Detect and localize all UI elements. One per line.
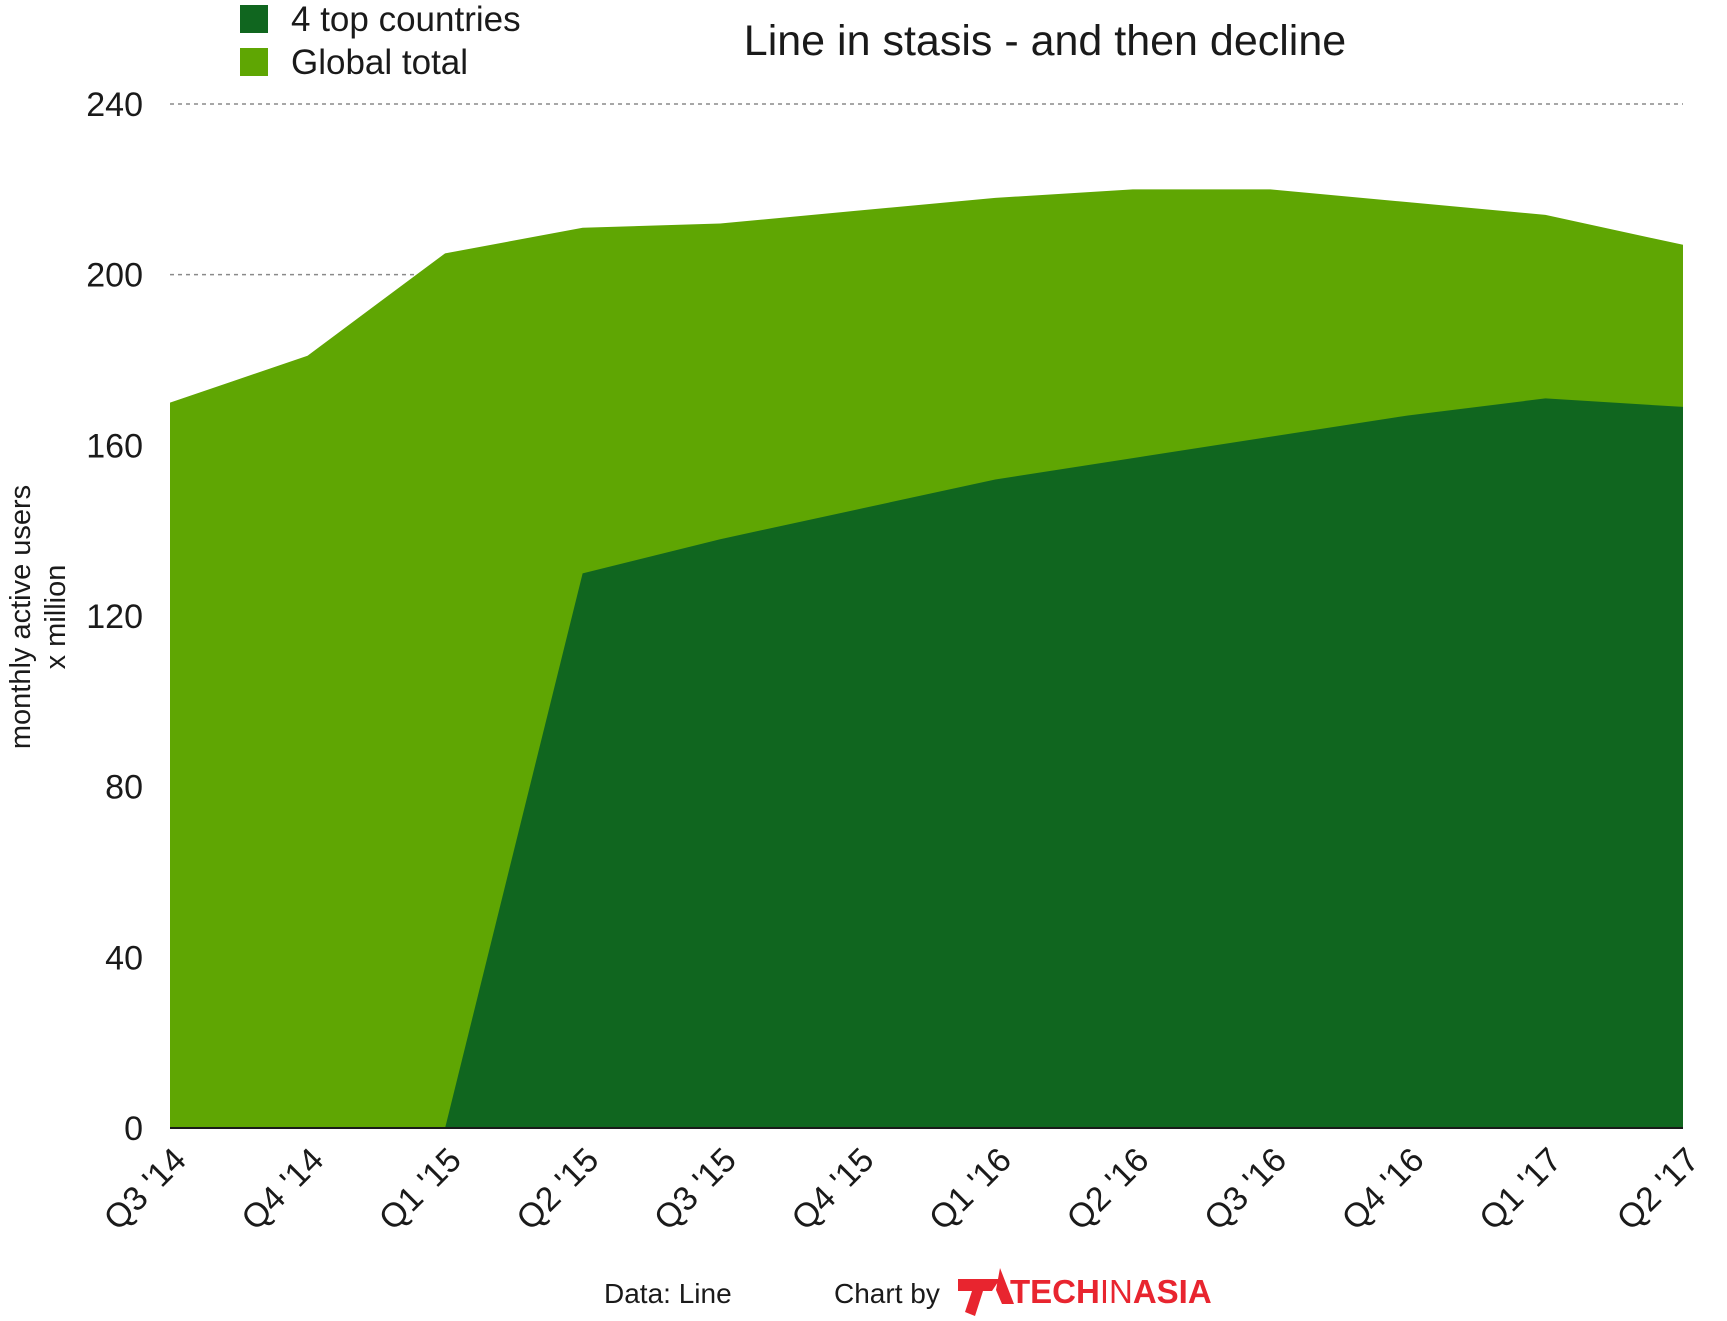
x-tick-label: Q2 '17 xyxy=(1610,1141,1707,1238)
x-tick-label: Q1 '15 xyxy=(372,1141,469,1238)
techinasia-logo: TECHINASIA xyxy=(958,1268,1212,1316)
legend-label-global-total: Global total xyxy=(291,43,468,82)
y-axis-title-line-1: monthly active users xyxy=(5,485,37,749)
x-axis-tick-labels: Q3 '14 Q4 '14 Q1 '15 Q2 '15 Q3 '15 Q4 '15 Q1 '… xyxy=(97,1141,1707,1238)
x-tick-label: Q4 '15 xyxy=(784,1141,881,1238)
chart-by-text: Chart by xyxy=(834,1278,940,1309)
y-tick-label: 200 xyxy=(86,257,143,295)
x-tick-label: Q2 '15 xyxy=(509,1141,606,1238)
y-tick-label: 0 xyxy=(124,1110,143,1148)
y-tick-label: 160 xyxy=(86,427,143,465)
brand-asia: ASIA xyxy=(1133,1273,1212,1310)
brand-in: IN xyxy=(1100,1273,1133,1310)
techinasia-wordmark: TECHINASIA xyxy=(1010,1273,1212,1310)
x-tick-label: Q3 '14 xyxy=(97,1141,194,1238)
area-4-top-countries xyxy=(170,398,1683,1128)
x-tick-label: Q2 '16 xyxy=(1060,1141,1157,1238)
legend-swatch-4-top-countries xyxy=(240,5,268,33)
y-tick-label: 80 xyxy=(105,769,143,807)
footer: Data: Line Chart by TECHINASIA xyxy=(604,1268,1212,1316)
x-tick-label: Q1 '16 xyxy=(922,1141,1019,1238)
y-axis-title-line-2: x million xyxy=(40,565,72,670)
x-tick-label: Q3 '16 xyxy=(1197,1141,1294,1238)
chart-title: Line in stasis - and then decline xyxy=(744,17,1346,65)
y-axis-tick-labels: 0 40 80 120 160 200 240 xyxy=(86,86,143,1148)
x-tick-label: Q4 '14 xyxy=(234,1141,331,1238)
legend-label-4-top-countries: 4 top countries xyxy=(291,0,521,39)
x-tick-label: Q4 '16 xyxy=(1335,1141,1432,1238)
area-series-group xyxy=(170,189,1683,1129)
y-tick-label: 120 xyxy=(86,598,143,636)
legend-swatch-global-total xyxy=(240,48,268,76)
techinasia-logo-mark xyxy=(958,1268,1014,1316)
y-tick-label: 240 xyxy=(86,86,143,124)
legend: 4 top countries Global total xyxy=(240,0,521,82)
y-tick-label: 40 xyxy=(105,939,143,977)
brand-tech: TECH xyxy=(1010,1273,1100,1310)
x-tick-label: Q1 '17 xyxy=(1472,1141,1569,1238)
data-source-text: Data: Line xyxy=(604,1278,732,1309)
x-tick-label: Q3 '15 xyxy=(647,1141,744,1238)
